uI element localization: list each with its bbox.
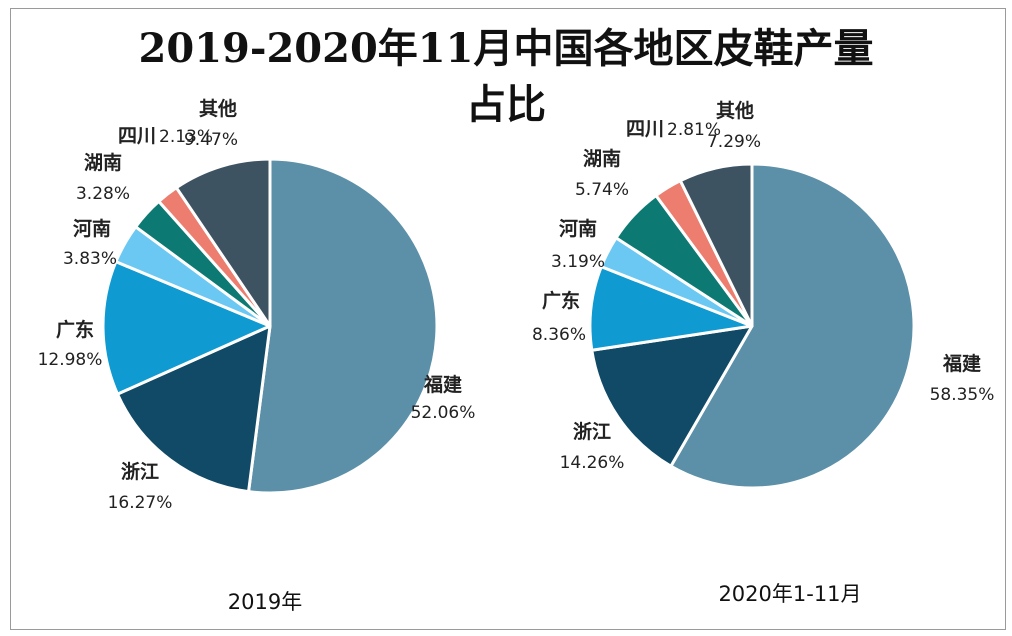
slice-value-label-1-2: 8.36%: [532, 325, 586, 345]
slice-name-label-1-2: 广东: [542, 289, 580, 312]
slice-name-label-1-3: 河南: [559, 218, 597, 240]
slice-value-label-0-1: 16.27%: [108, 493, 173, 513]
slice-name-label-0-4: 湖南: [84, 152, 122, 174]
slice-value-label-1-5: 2.81%: [667, 120, 721, 140]
pie-slice-1-0: [669, 162, 916, 490]
slice-name-label-0-0: 福建: [423, 373, 462, 396]
pie-slice-1-1: [590, 324, 754, 468]
pie-slice-1-6: [678, 162, 754, 328]
chart-title-line1: 2019-2020年11月中国各地区皮鞋产量: [139, 25, 874, 72]
caption-2019: 2019年: [228, 590, 302, 614]
pie-2020: 福建 58.35% 浙江 14.26% 广东 8.36% 河南 3.19% 湖南 5.74% 四川 2…: [532, 99, 995, 490]
slice-value-label-1-3: 3.19%: [551, 252, 605, 272]
slice-value-label-0-6: 9.47%: [184, 130, 238, 150]
slice-value-label-1-0: 58.35%: [930, 385, 995, 405]
slice-value-label-1-1: 14.26%: [560, 453, 625, 473]
chart-title-line2: 占比: [466, 81, 546, 128]
slice-name-label-0-6: 其他: [199, 97, 237, 120]
slice-value-label-1-6: 7.29%: [707, 132, 761, 152]
pie-2019: 福建 52.06% 浙江 16.27% 广东 12.98% 河南 3.83% 湖南 3.28% 四川…: [38, 97, 476, 513]
slice-value-label-0-2: 12.98%: [38, 350, 103, 370]
pie-slice-0-1: [116, 324, 272, 494]
slice-name-label-0-5: 四川: [118, 125, 156, 147]
slice-value-label-0-0: 52.06%: [411, 403, 476, 423]
pie-slice-0-2: [101, 260, 272, 396]
pie-slice-0-0: [247, 157, 439, 495]
slice-value-label-0-4: 3.28%: [76, 184, 130, 204]
pie-slice-1-2: [588, 265, 754, 352]
caption-2020: 2020年1-11月: [718, 582, 861, 606]
slice-name-label-1-0: 福建: [942, 352, 981, 375]
pie-slice-0-6: [174, 157, 272, 328]
slice-name-label-0-2: 广东: [56, 318, 94, 341]
slice-name-label-0-3: 河南: [73, 218, 111, 240]
slice-name-label-1-6: 其他: [716, 99, 754, 122]
slice-name-label-0-1: 浙江: [121, 460, 159, 483]
slice-name-label-1-1: 浙江: [573, 420, 611, 443]
slice-name-label-1-4: 湖南: [583, 148, 621, 170]
slice-value-label-0-3: 3.83%: [63, 249, 117, 269]
slice-value-label-0-5: 2.13%: [159, 127, 213, 147]
slice-name-label-1-5: 四川: [626, 118, 664, 140]
slice-value-label-1-4: 5.74%: [575, 180, 629, 200]
